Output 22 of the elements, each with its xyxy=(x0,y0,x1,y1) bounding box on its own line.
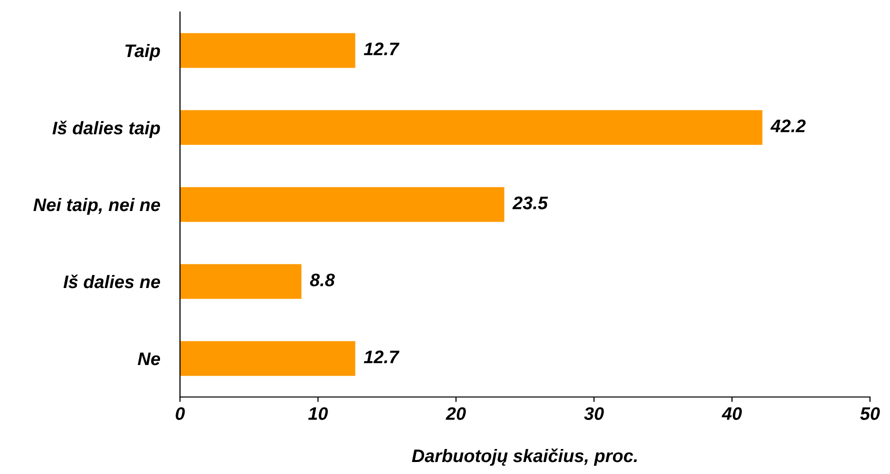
data-label: 8.8 xyxy=(310,274,335,286)
data-label: 12.7 xyxy=(364,350,400,364)
bar xyxy=(180,33,356,68)
bar xyxy=(180,264,302,299)
y-tick-label: Iš dalies taip xyxy=(52,120,160,138)
x-tick-label: 30 xyxy=(584,407,604,420)
y-tick-label: Taip xyxy=(125,44,160,61)
x-tick-label: 20 xyxy=(446,407,466,420)
x-tick-label: 0 xyxy=(176,407,185,420)
y-tick-label: Iš dalies ne xyxy=(64,274,160,288)
x-axis-title: Darbuotojų skaičius, proc. xyxy=(412,448,637,466)
bar xyxy=(180,341,356,376)
x-tick-label: 40 xyxy=(722,407,742,420)
y-tick-label: Nei taip, nei ne xyxy=(33,198,160,215)
y-tick-label: Ne xyxy=(138,352,160,366)
x-tick-label: 10 xyxy=(308,407,328,420)
x-tick-label: 50 xyxy=(860,407,880,420)
data-label: 12.7 xyxy=(364,42,400,56)
bar xyxy=(180,110,762,145)
data-label: 42.2 xyxy=(770,120,806,132)
data-label: 23.5 xyxy=(512,196,548,210)
bar xyxy=(180,187,504,222)
